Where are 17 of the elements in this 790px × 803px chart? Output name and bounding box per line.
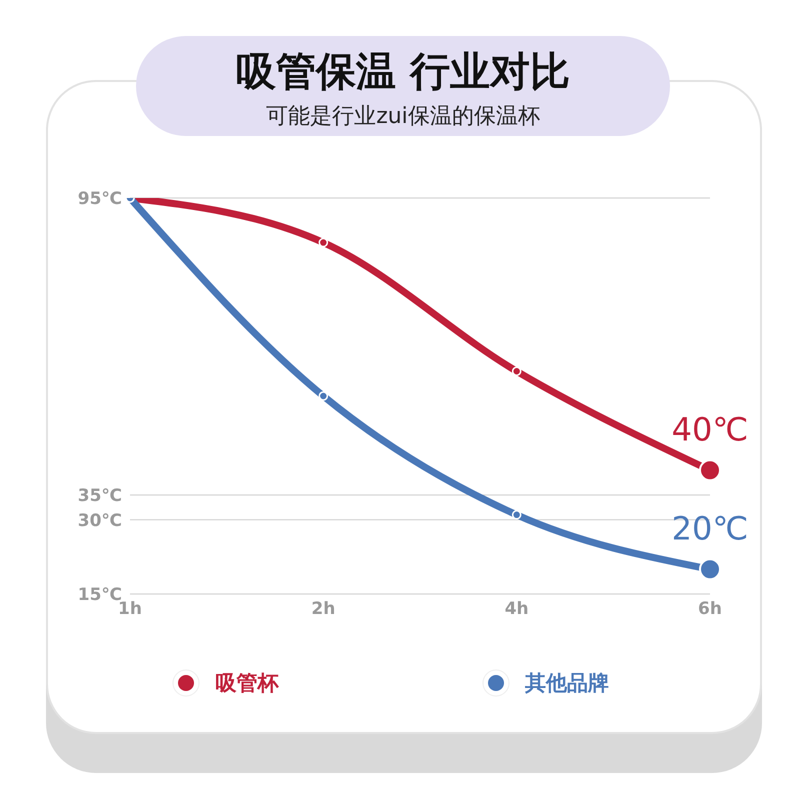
data-label: 20℃ [672, 509, 748, 548]
x-tick-label: 4h [504, 599, 529, 620]
y-tick-label: 30℃ [78, 510, 122, 531]
x-tick-label: 2h [311, 599, 336, 620]
x-tick-label: 6h [698, 599, 722, 620]
chart-title: 吸管保温 行业对比 [235, 48, 571, 97]
point [318, 391, 328, 401]
x-tick-label: 1h [118, 599, 142, 620]
data-label: 40℃ [672, 410, 748, 448]
y-tick-label: 35℃ [78, 486, 122, 506]
point [512, 510, 522, 520]
chart-subtitle: 可能是行业zui保温的保温杯 [265, 103, 541, 131]
point [512, 366, 522, 376]
legend-label: 其他品牌 [524, 670, 609, 697]
y-tick-label: 95℃ [78, 189, 122, 210]
legend-label: 吸管杯 [215, 670, 278, 697]
point [318, 238, 328, 248]
